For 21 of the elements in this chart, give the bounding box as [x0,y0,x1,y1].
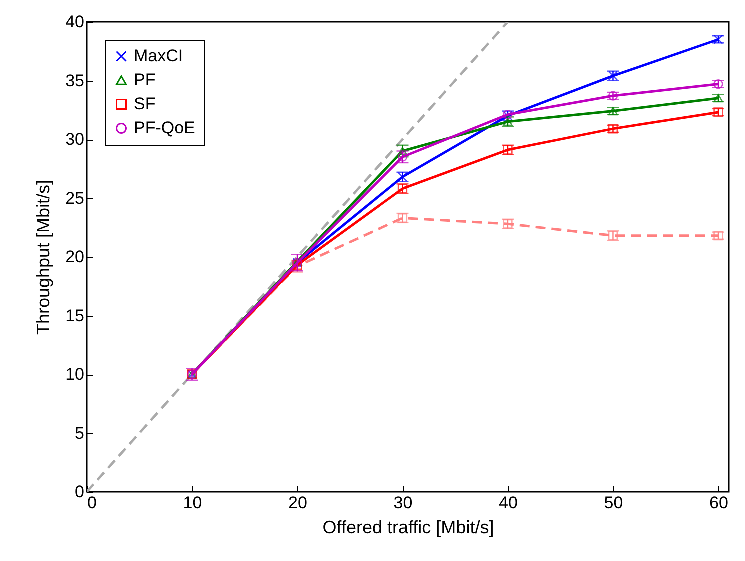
y-tick-label: 25 [66,188,84,208]
y-tick-label: 40 [66,12,84,32]
x-tick-label: 20 [288,494,308,512]
x-axis-title: Offered traffic [Mbit/s] [322,518,494,538]
x-tick-label: 60 [710,494,728,512]
x-tick-label: 30 [394,494,413,512]
x-tick-label: 40 [499,494,518,512]
legend-label: PF [134,70,156,90]
legend-label: PF-QoE [134,118,196,138]
y-tick-label: 20 [66,248,84,266]
legend-label: SF [134,94,156,114]
y-tick-label: 5 [75,424,84,443]
y-tick-label: 10 [66,365,84,384]
y-tick-label: 15 [66,306,84,326]
y-tick-label: 30 [66,130,84,149]
y-tick-label: 35 [66,71,84,90]
x-tick-label: 10 [183,494,202,512]
legend-label: MaxCI [134,46,184,66]
x-tick-label: 0 [88,494,97,512]
y-axis-title: Throughput [Mbit/s] [34,180,54,336]
x-tick-label: 50 [604,494,624,512]
